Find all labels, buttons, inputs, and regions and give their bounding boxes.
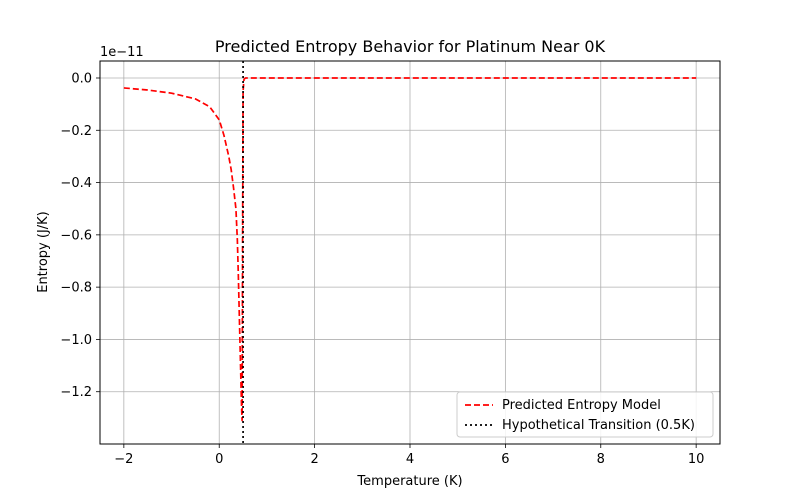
legend: Predicted Entropy Model Hypothetical Tra…	[456, 391, 714, 438]
series-layer	[123, 61, 697, 444]
chart-title: Predicted Entropy Behavior for Platinum …	[215, 37, 606, 56]
x-axis-label: Temperature (K)	[356, 474, 462, 489]
x-tick-label: 10	[688, 452, 705, 467]
y-tick-label: −0.2	[60, 124, 92, 139]
y-offset-label: 1e−11	[100, 45, 144, 60]
x-tick-label: 6	[501, 452, 509, 467]
x-tick-label: −2	[114, 452, 133, 467]
y-tick-label: −1.2	[60, 385, 92, 400]
y-axis-ticks: 0.0 −0.2 −0.4 −0.6 −0.8 −1.0 −1.2	[60, 71, 100, 400]
entropy-model-line	[123, 77, 697, 422]
grid-lines	[100, 61, 720, 444]
legend-label-entropy: Predicted Entropy Model	[502, 398, 661, 413]
x-axis-ticks: −2 0 2 4 6 8 10	[114, 444, 704, 467]
y-tick-label: −1.0	[60, 333, 92, 348]
y-tick-label: −0.4	[60, 176, 92, 191]
x-tick-label: 4	[406, 452, 414, 467]
legend-box	[456, 391, 714, 438]
y-tick-label: −0.8	[60, 281, 92, 296]
x-tick-label: 8	[597, 452, 605, 467]
y-axis-label: Entropy (J/K)	[36, 211, 51, 293]
legend-label-transition: Hypothetical Transition (0.5K)	[502, 418, 695, 433]
y-tick-label: −0.6	[60, 228, 92, 243]
x-tick-label: 2	[310, 452, 318, 467]
x-tick-label: 0	[215, 452, 223, 467]
y-tick-label: 0.0	[71, 71, 92, 86]
